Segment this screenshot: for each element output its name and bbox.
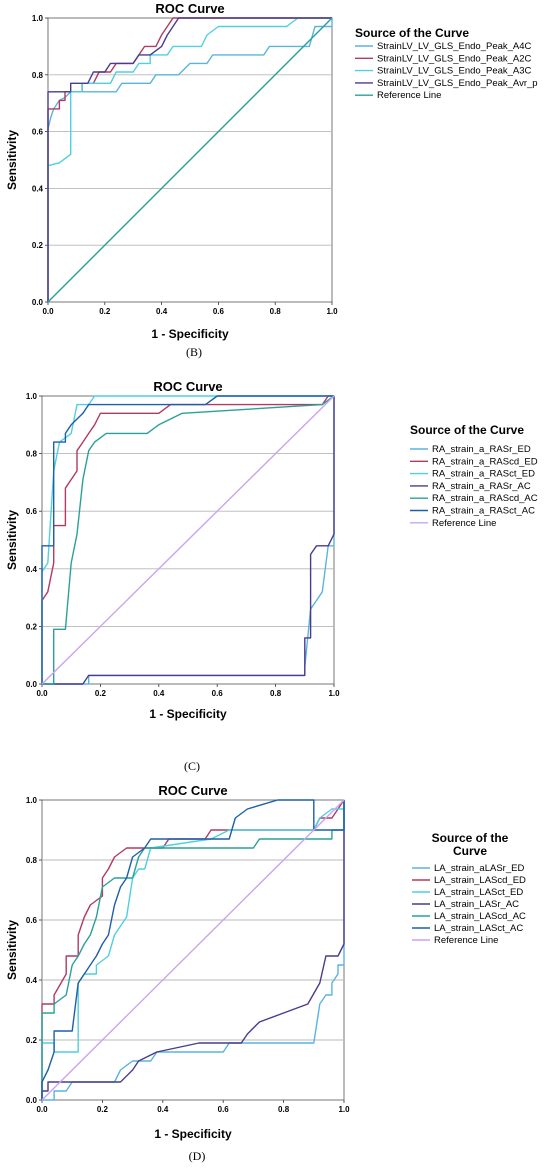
chart-title: ROC Curve	[158, 783, 227, 798]
series-line-strainlv-lv-gls-endo-peak-avr-p	[47, 17, 332, 302]
y-tick-label: 1.0	[26, 796, 38, 805]
x-tick-label: 0.8	[270, 689, 282, 698]
legend-entry: RA_strain_a_RAScd_AC	[432, 493, 538, 504]
legend-entry: StrainLV_LV_GLS_Endo_Peak_A3C	[377, 66, 532, 77]
x-tick-label: 1.0	[328, 689, 340, 698]
series-line-la-strain-lascd-ac	[41, 800, 345, 1100]
series-line-strainlv-lv-gls-endo-peak-a4c	[47, 18, 333, 302]
y-tick-label: 0.4	[32, 184, 44, 193]
y-tick-label: 0.2	[26, 1036, 38, 1045]
chart-title: ROC Curve	[153, 379, 222, 394]
series-line-la-strain-lasct-ac	[41, 799, 345, 1100]
x-axis-label: 1 - Specificity	[154, 1127, 232, 1141]
series-line-ra-strain-a-rasr-ac	[42, 396, 335, 685]
x-tick-label: 0.0	[36, 1105, 48, 1114]
y-tick-label: 0.6	[26, 916, 38, 925]
x-tick-label: 0.8	[278, 1105, 290, 1114]
y-tick-label: 0.4	[26, 976, 38, 985]
legend-title: Source of the Curve	[355, 26, 469, 40]
series-line-ra-strain-a-rasct-ac	[41, 395, 334, 684]
roc-panel-3: 0.0 0.2 0.4 0.6 0.8 1.0 0.0 0.2 0.4 0.6 0.8 1.0 ROC …	[5, 783, 526, 1163]
y-tick-label: 0.2	[26, 622, 38, 631]
legend-entry: LA_strain_LASct_AC	[434, 923, 523, 934]
legend-entry: LA_strain_aLASr_ED	[434, 863, 524, 874]
x-tick-label: 0.2	[97, 1105, 109, 1114]
panel-label: (D)	[189, 1149, 206, 1163]
series-line-reference-line	[41, 395, 335, 685]
y-tick-label: 0.8	[32, 71, 44, 80]
legend-entry: StrainLV_LV_GLS_Endo_Peak_A4C	[377, 41, 532, 52]
legend-title: Source of the Curve	[432, 831, 509, 858]
y-tick-label: 0.8	[26, 450, 38, 459]
x-tick-label: 0.2	[99, 307, 111, 316]
legend-title: Source of the Curve	[410, 423, 524, 437]
x-tick-label: 0.6	[218, 1105, 230, 1114]
x-tick-label: 0.8	[270, 307, 282, 316]
series-line-la-strain-lasct-ed	[41, 800, 345, 1100]
x-tick-label: 0.4	[157, 1105, 169, 1114]
legend-entry: LA_strain_LASct_ED	[434, 887, 523, 898]
y-tick-label: 0.0	[26, 680, 38, 689]
legend-entry: StrainLV_LV_GLS_Endo_Peak_A2C	[377, 53, 532, 64]
y-axis-label: Sensitivity	[5, 510, 19, 570]
legend-entry: RA_strain_a_RASct_ED	[432, 469, 535, 480]
x-axis-label: 1 - Specificity	[149, 707, 227, 721]
y-tick-label: 0.2	[32, 241, 44, 250]
y-tick-label: 0.6	[26, 507, 38, 516]
x-tick-label: 0.2	[95, 689, 107, 698]
legend-entry: Reference Line	[434, 935, 498, 946]
y-tick-label: 0.0	[32, 298, 44, 307]
legend-entry: StrainLV_LV_GLS_Endo_Peak_Avr_p	[377, 78, 538, 89]
roc-panel-1: 0.0 0.2 0.4 0.6 0.8 1.0 0.0 0.2 0.4 0.6 0.8 1.0 ROC …	[5, 1, 538, 359]
legend-entry: LA_strain_LAScd_AC	[434, 911, 526, 922]
panel-label: (B)	[186, 345, 202, 359]
legend-entry: LA_strain_LAScd_ED	[434, 875, 526, 886]
series-line-strainlv-lv-gls-endo-peak-a3c	[47, 17, 332, 302]
series-line-la-strain-alasr-ed	[42, 800, 345, 1101]
legend-entry: RA_strain_a_RASr_ED	[432, 444, 531, 455]
legend-entry: RA_strain_a_RASct_AC	[432, 506, 535, 517]
series-line-la-strain-lasr-ac	[41, 800, 345, 1100]
y-tick-label: 0.4	[26, 565, 38, 574]
y-tick-label: 0.8	[26, 856, 38, 865]
x-axis-label: 1 - Specificity	[151, 327, 229, 341]
y-tick-label: 1.0	[32, 14, 44, 23]
legend-entry: Reference Line	[377, 90, 441, 101]
roc-panel-2: 0.0 0.2 0.4 0.6 0.8 1.0 0.0 0.2 0.4 0.6 0.8 1.0 ROC …	[5, 379, 538, 773]
x-tick-label: 1.0	[338, 1105, 350, 1114]
panel-label: (C)	[184, 759, 200, 773]
legend-entry: LA_strain_LASr_AC	[434, 899, 519, 910]
x-tick-label: 0.6	[213, 307, 225, 316]
legend-entry: Reference Line	[432, 518, 496, 529]
y-axis-label: Sensitivity	[5, 920, 19, 980]
legend-entry: RA_strain_a_RAScd_ED	[432, 456, 538, 467]
series-line-reference-line	[47, 17, 333, 303]
x-tick-label: 0.4	[153, 689, 165, 698]
y-axis-label: Sensitivity	[5, 130, 19, 190]
y-tick-label: 0.6	[32, 128, 44, 137]
series-line-ra-strain-a-rascd-ac	[42, 395, 335, 685]
series-line-reference-line	[41, 799, 345, 1101]
x-tick-label: 1.0	[326, 307, 338, 316]
y-tick-label: 1.0	[26, 392, 38, 401]
x-tick-label: 0.4	[156, 307, 168, 316]
x-tick-label: 0.0	[36, 689, 48, 698]
chart-title: ROC Curve	[155, 1, 224, 16]
x-tick-label: 0.0	[42, 307, 54, 316]
y-tick-label: 0.0	[26, 1096, 38, 1105]
x-tick-label: 0.6	[212, 689, 224, 698]
legend-entry: RA_strain_a_RASr_AC	[432, 481, 531, 492]
